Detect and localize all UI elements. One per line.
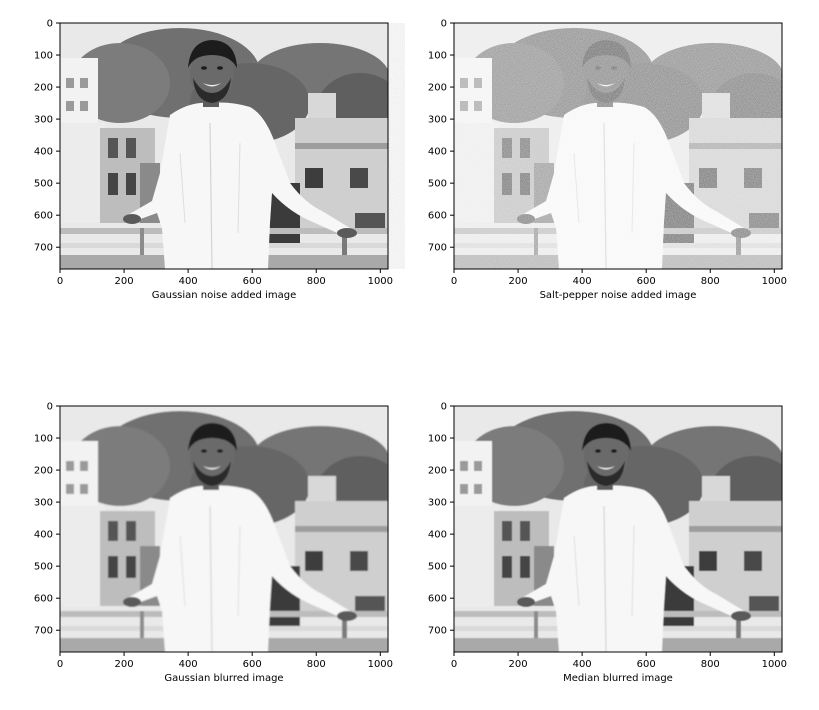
x-tick-label: 1000 <box>762 276 787 287</box>
panel-image <box>60 406 388 652</box>
y-axis: 0 100 200 300 400 500 600 700 <box>34 19 60 254</box>
x-tick-label: 400 <box>573 659 592 670</box>
y-tick-label: 200 <box>34 466 53 477</box>
y-axis: 0 100 200 300 400 500 600 700 <box>428 19 454 254</box>
y-tick-label: 200 <box>428 466 447 477</box>
x-tick-label: 0 <box>451 276 457 287</box>
x-tick-label: 200 <box>509 659 528 670</box>
panel-caption: Gaussian blurred image <box>164 673 283 684</box>
panel-median-blur: 0 200 400 600 800 1000 0 100 200 300 400 500 600 700… <box>428 402 787 685</box>
y-tick-label: 200 <box>428 83 447 94</box>
y-tick-label: 0 <box>441 19 447 30</box>
x-tick-label: 0 <box>451 659 457 670</box>
x-tick-label: 800 <box>701 659 720 670</box>
y-tick-label: 600 <box>428 594 447 605</box>
y-tick-label: 500 <box>34 562 53 573</box>
y-tick-label: 500 <box>428 179 447 190</box>
axes-frame <box>453 22 783 270</box>
y-tick-label: 300 <box>34 115 53 126</box>
x-tick-label: 1000 <box>762 659 787 670</box>
y-tick-label: 300 <box>428 498 447 509</box>
y-tick-label: 700 <box>34 626 53 637</box>
y-tick-label: 600 <box>34 211 53 222</box>
panel-caption: Gaussian noise added image <box>152 290 296 301</box>
x-tick-label: 400 <box>179 659 198 670</box>
y-tick-label: 600 <box>34 594 53 605</box>
x-tick-label: 600 <box>243 276 262 287</box>
y-tick-label: 300 <box>34 498 53 509</box>
y-tick-label: 100 <box>34 51 53 62</box>
x-axis: 0 200 400 600 800 1000 <box>57 652 393 670</box>
x-axis: 0 200 400 600 800 1000 <box>451 652 787 670</box>
x-tick-label: 1000 <box>368 276 393 287</box>
y-tick-label: 700 <box>34 243 53 254</box>
axes-frame <box>59 22 389 270</box>
y-axis: 0 100 200 300 400 500 600 700 <box>428 402 454 637</box>
panel-caption: Median blurred image <box>563 673 673 684</box>
panel-gaussian-noise: 0 200 400 600 800 1000 0 100 200 300 400 500 600 700… <box>34 19 393 302</box>
y-tick-label: 100 <box>428 51 447 62</box>
x-tick-label: 800 <box>701 276 720 287</box>
x-axis: 0 200 400 600 800 1000 <box>57 269 393 287</box>
y-tick-label: 500 <box>428 562 447 573</box>
x-axis: 0 200 400 600 800 1000 <box>451 269 787 287</box>
x-tick-label: 600 <box>637 659 656 670</box>
y-tick-label: 700 <box>428 243 447 254</box>
panel-caption: Salt-pepper noise added image <box>540 290 697 301</box>
x-tick-label: 200 <box>115 659 134 670</box>
panel-image <box>454 23 782 269</box>
y-tick-label: 500 <box>34 179 53 190</box>
x-tick-label: 400 <box>573 276 592 287</box>
x-tick-label: 600 <box>243 659 262 670</box>
y-tick-label: 100 <box>34 434 53 445</box>
y-tick-label: 400 <box>34 147 53 158</box>
axes-frame <box>453 405 783 653</box>
y-tick-label: 100 <box>428 434 447 445</box>
axes-frame <box>59 405 389 653</box>
x-tick-label: 400 <box>179 276 198 287</box>
x-tick-label: 200 <box>509 276 528 287</box>
y-tick-label: 0 <box>47 402 53 413</box>
panel-gaussian-blur: 0 200 400 600 800 1000 0 100 200 300 400 500 600 700… <box>34 402 393 685</box>
y-tick-label: 0 <box>441 402 447 413</box>
x-tick-label: 1000 <box>368 659 393 670</box>
y-tick-label: 400 <box>428 147 447 158</box>
x-tick-label: 800 <box>307 659 326 670</box>
x-tick-label: 200 <box>115 276 134 287</box>
x-tick-label: 0 <box>57 276 63 287</box>
x-tick-label: 600 <box>637 276 656 287</box>
panel-image <box>454 406 782 652</box>
x-tick-label: 800 <box>307 276 326 287</box>
y-tick-label: 600 <box>428 211 447 222</box>
panel-image <box>60 23 388 269</box>
panel-salt-pepper-noise: 0 200 400 600 800 1000 0 100 200 300 400 500 600 700… <box>428 19 787 302</box>
y-tick-label: 200 <box>34 83 53 94</box>
y-tick-label: 0 <box>47 19 53 30</box>
y-tick-label: 700 <box>428 626 447 637</box>
y-tick-label: 400 <box>428 530 447 541</box>
y-tick-label: 400 <box>34 530 53 541</box>
y-axis: 0 100 200 300 400 500 600 700 <box>34 402 60 637</box>
y-tick-label: 300 <box>428 115 447 126</box>
x-tick-label: 0 <box>57 659 63 670</box>
